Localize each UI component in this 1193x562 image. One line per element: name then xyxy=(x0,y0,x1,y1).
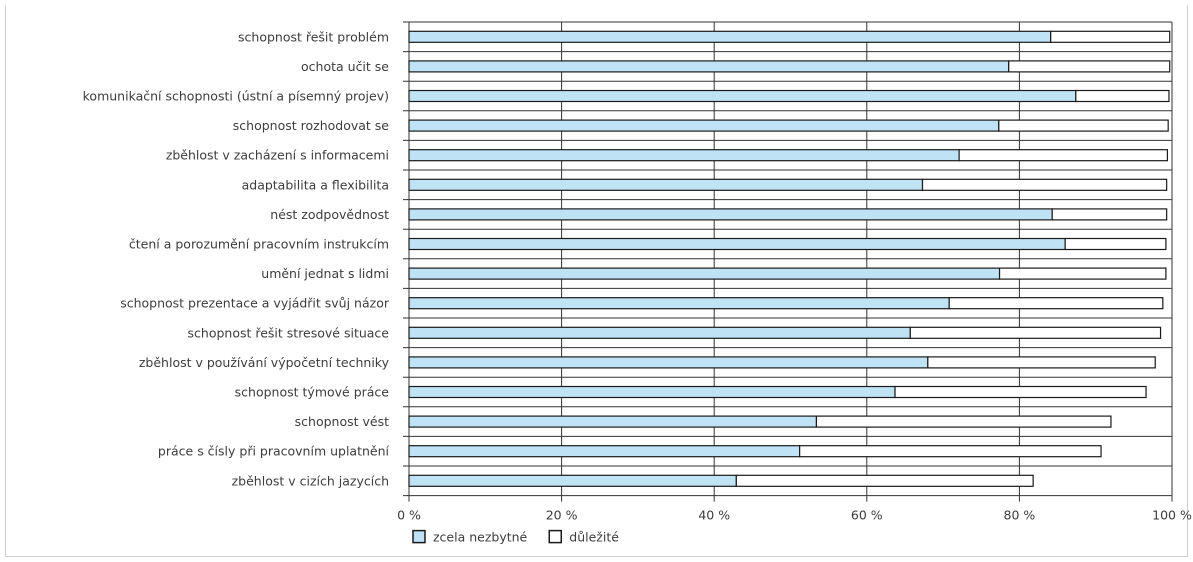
bar-dulezite xyxy=(1064,237,1167,251)
bar-zcela-nezbytne xyxy=(408,385,896,399)
category-label: práce s čísly při pracovním uplatnění xyxy=(158,444,390,459)
bar-zcela-nezbytne xyxy=(408,208,1053,221)
bar-zcela-nezbytne xyxy=(408,119,1000,132)
x-axis-ticks: 0 % 20 % 40 % 60 % 80 % 100 % xyxy=(397,508,1192,523)
legend-swatch xyxy=(548,529,563,544)
bar-dulezite xyxy=(735,474,1034,487)
legend: zcela nezbytné důležité xyxy=(412,529,619,545)
category-label: schopnost rozhodovat se xyxy=(233,118,390,133)
category-label: zběhlost v cizích jazycích xyxy=(232,473,389,488)
bar-dulezite xyxy=(1008,60,1171,73)
category-label: schopnost řešit stresové situace xyxy=(188,325,390,340)
category-label: schopnost prezentace a vyjádřit svůj náz… xyxy=(120,296,390,311)
legend-label: zcela nezbytné xyxy=(433,530,528,545)
legend-swatch xyxy=(412,529,426,544)
category-label: adaptabilita a flexibilita xyxy=(242,177,389,192)
bar-zcela-nezbytne xyxy=(408,474,737,487)
bar-zcela-nezbytne xyxy=(408,297,950,310)
bar-zcela-nezbytne xyxy=(408,267,1001,280)
x-tick-label: 80 % xyxy=(1004,508,1036,523)
bar-dulezite xyxy=(815,415,1112,428)
bar-dulezite xyxy=(1051,208,1168,221)
bars-layer xyxy=(408,30,1171,487)
bar-zcela-nezbytne xyxy=(408,237,1066,251)
category-labels: schopnost řešit problém ochota učit se kom… xyxy=(83,29,390,488)
bar-zcela-nezbytne xyxy=(408,178,924,191)
bar-zcela-nezbytne xyxy=(408,60,1010,73)
category-label: ochota učit se xyxy=(301,59,389,74)
bar-dulezite xyxy=(921,178,1168,191)
bar-dulezite xyxy=(1050,30,1171,43)
legend-label: důležité xyxy=(569,530,619,545)
bar-dulezite xyxy=(799,445,1102,458)
bar-dulezite xyxy=(894,385,1147,399)
x-tick-label: 40 % xyxy=(698,508,730,523)
bar-zcela-nezbytne xyxy=(408,149,960,162)
category-label: schopnost týmové práce xyxy=(235,385,390,400)
bar-zcela-nezbytne xyxy=(408,415,818,428)
category-label: nést zodpovědnost xyxy=(270,207,389,222)
category-label: zběhlost v zacházení s informacemi xyxy=(166,148,389,163)
category-label: schopnost řešit problém xyxy=(238,29,389,44)
bar-zcela-nezbytne xyxy=(408,30,1052,43)
bar-dulezite xyxy=(927,356,1156,369)
category-label: čtení a porozumění pracovním instrukcím xyxy=(129,237,389,252)
bar-dulezite xyxy=(948,297,1164,310)
x-tick-label: 0 % xyxy=(397,508,421,523)
bar-zcela-nezbytne xyxy=(408,445,801,458)
bar-dulezite xyxy=(1075,89,1170,103)
bar-dulezite xyxy=(909,326,1162,339)
x-tick-label: 60 % xyxy=(851,508,883,523)
bar-zcela-nezbytne xyxy=(408,326,911,339)
bar-dulezite xyxy=(998,119,1169,132)
bar-zcela-nezbytne xyxy=(408,89,1077,103)
category-label: umění jednat s lidmi xyxy=(261,266,389,281)
category-label: zběhlost v používání výpočetní techniky xyxy=(139,355,390,370)
bar-dulezite xyxy=(998,267,1167,280)
bar-zcela-nezbytne xyxy=(408,356,929,369)
bar-dulezite xyxy=(958,149,1169,162)
x-tick-label: 100 % xyxy=(1152,508,1192,523)
category-label: schopnost vést xyxy=(295,414,389,429)
category-label: komunikační schopnosti (ústní a písemný … xyxy=(83,89,389,104)
chart-frame xyxy=(5,5,1188,557)
x-tick-label: 20 % xyxy=(546,508,578,523)
